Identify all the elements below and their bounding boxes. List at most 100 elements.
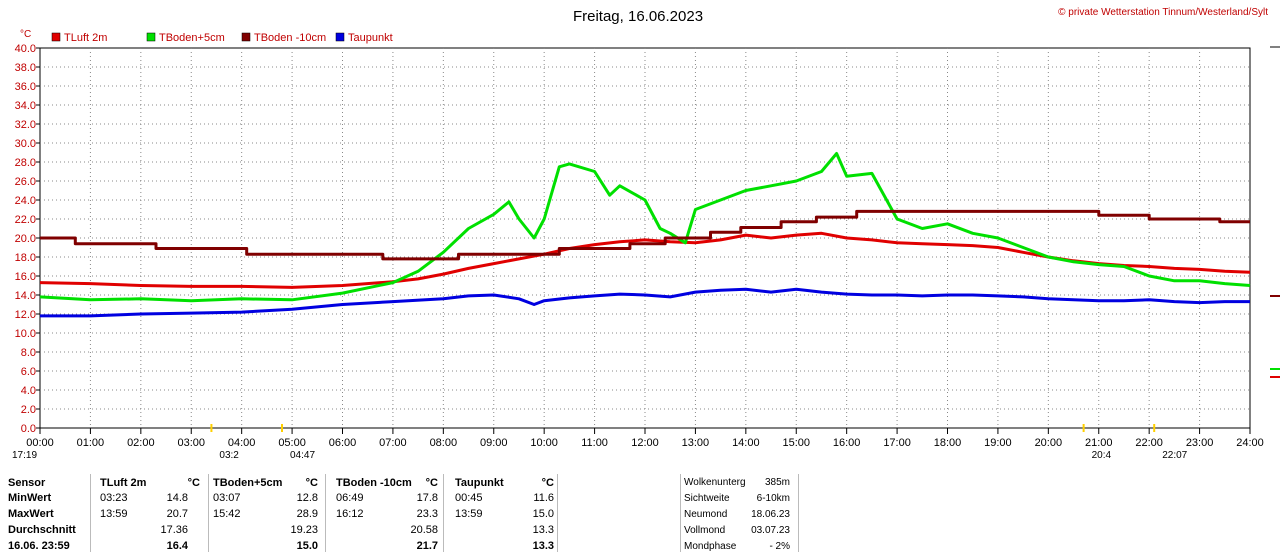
y-tick-label: 30.0 bbox=[15, 138, 36, 150]
y-tick-label: 26.0 bbox=[15, 176, 36, 188]
stats-header-cell: °C bbox=[425, 477, 438, 489]
stats-cell: 16.4 bbox=[166, 540, 188, 552]
stats-cell: 11.6 bbox=[533, 492, 554, 504]
stats-cell: MaxWert bbox=[8, 508, 54, 520]
y-tick-label: 24.0 bbox=[15, 195, 36, 207]
y-tick-label: 4.0 bbox=[21, 385, 36, 397]
y-tick-label: 28.0 bbox=[15, 157, 36, 169]
stats-header-cell: TBoden+5cm bbox=[213, 477, 283, 489]
stats-cell: 20.7 bbox=[166, 508, 188, 520]
y-tick-label: 14.0 bbox=[15, 290, 36, 302]
x-tick-label: 00:00 bbox=[26, 437, 54, 449]
stats-cell: 17.8 bbox=[416, 492, 438, 504]
x-tick-label: 09:00 bbox=[480, 437, 508, 449]
table-divider bbox=[798, 474, 799, 552]
y-tick-label: 0.0 bbox=[21, 423, 36, 435]
table-divider bbox=[443, 474, 444, 552]
stats-header-cell: °C bbox=[305, 477, 318, 489]
x-tick-label: 18:00 bbox=[934, 437, 962, 449]
y-axis: 0.0 2.0 4.0 6.0 8.0 10.0 12.0 14.0 16.0 18.0 20.0 2… bbox=[15, 43, 40, 435]
annotation-marker bbox=[1082, 424, 1085, 432]
y-unit: °C bbox=[20, 29, 31, 40]
weather-label: Mondphase bbox=[684, 541, 737, 552]
stats-cell: 15.0 bbox=[532, 508, 554, 520]
x-tick-label: 11:00 bbox=[581, 437, 608, 449]
stats-table: Sensor TLuft 2m °C TBoden+5cm °C TBoden -10cm… bbox=[0, 474, 800, 552]
x-tick-label: 04:00 bbox=[228, 437, 256, 449]
stats-cell: 15:42 bbox=[213, 508, 241, 520]
x-tick-label: 07:00 bbox=[379, 437, 407, 449]
weather-label: Sichtweite bbox=[684, 493, 730, 504]
y-tick-label: 34.0 bbox=[15, 100, 36, 112]
stats-header-cell: Sensor bbox=[8, 477, 46, 489]
legend-swatch-0 bbox=[51, 32, 61, 42]
legend-label-3: Taupunkt bbox=[348, 32, 393, 44]
y-tick-label: 36.0 bbox=[15, 81, 36, 93]
weather-label: Vollmond bbox=[684, 525, 726, 536]
y-tick-label: 10.0 bbox=[15, 328, 36, 340]
stats-cell: 16:12 bbox=[336, 508, 364, 520]
table-divider bbox=[208, 474, 209, 552]
weather-value: 03.07.23 bbox=[751, 525, 790, 536]
x-tick-label: 19:00 bbox=[984, 437, 1012, 449]
y-tick-label: 18.0 bbox=[15, 252, 36, 264]
right-markers bbox=[1270, 46, 1280, 378]
stats-cell: 13:59 bbox=[100, 508, 128, 520]
stats-header-cell: TLuft 2m bbox=[100, 477, 147, 489]
x-tick-label: 06:00 bbox=[329, 437, 357, 449]
stats-cell: 06:49 bbox=[336, 492, 364, 504]
y-tick-label: 22.0 bbox=[15, 214, 36, 226]
stats-cell: Durchschnitt bbox=[8, 524, 76, 536]
y-tick-label: 8.0 bbox=[21, 347, 36, 359]
stats-cell: MinWert bbox=[8, 492, 52, 504]
x-tick-label: 10:00 bbox=[530, 437, 558, 449]
y-tick-label: 32.0 bbox=[15, 119, 36, 131]
x-tick-label: 12:00 bbox=[631, 437, 659, 449]
legend-label-0: TLuft 2m bbox=[64, 32, 107, 44]
legend-swatch-2 bbox=[241, 32, 251, 42]
y-tick-label: 12.0 bbox=[15, 309, 36, 321]
annotation-label: 22:07 bbox=[1162, 450, 1187, 461]
x-tick-label: 03:00 bbox=[177, 437, 205, 449]
y-tick-label: 6.0 bbox=[21, 366, 36, 378]
legend-label-2: TBoden -10cm bbox=[254, 32, 326, 44]
stats-cell: 03:23 bbox=[100, 492, 128, 504]
x-tick-label: 02:00 bbox=[127, 437, 155, 449]
stats-cell: 14.8 bbox=[166, 492, 188, 504]
table-divider bbox=[557, 474, 558, 552]
weather-value: 6-10km bbox=[756, 493, 790, 504]
weather-info: Wolkenunterg 385m Sichtweite 6-10km Neumond 1… bbox=[680, 474, 800, 552]
y-tick-label: 16.0 bbox=[15, 271, 36, 283]
stats-cell: 03:07 bbox=[213, 492, 241, 504]
annotation-marker bbox=[281, 424, 283, 432]
x-tick-label: 24:00 bbox=[1236, 437, 1264, 449]
stats-cell: 23.3 bbox=[416, 508, 438, 520]
x-axis: 00:00 01:00 02:00 03:00 04:00 05:00 06:00 07:00… bbox=[26, 428, 1264, 449]
y-tick-label: 38.0 bbox=[15, 62, 36, 74]
y-tick-label: 2.0 bbox=[21, 404, 36, 416]
table-divider bbox=[325, 474, 326, 552]
weather-label: Wolkenunterg bbox=[684, 477, 746, 488]
legend-swatch-3 bbox=[335, 32, 345, 42]
chart-title: Freitag, 16.06.2023 bbox=[573, 8, 703, 25]
legend-swatch-1 bbox=[146, 32, 156, 42]
stats-header-cell: °C bbox=[541, 477, 554, 489]
stats-cell: 13:59 bbox=[455, 508, 483, 520]
annotation-label: 20:4 bbox=[1092, 450, 1112, 461]
legend: TLuft 2m TBoden+5cm TBoden -10cm Taupunkt bbox=[51, 32, 393, 44]
table-divider bbox=[90, 474, 91, 552]
stats-cell: 19.23 bbox=[290, 524, 318, 536]
stats-cell: 00:45 bbox=[455, 492, 483, 504]
annotation-label: 17:19 bbox=[12, 450, 37, 461]
x-tick-label: 20:00 bbox=[1035, 437, 1063, 449]
annotation-label: 04:47 bbox=[290, 450, 315, 461]
series-line-1 bbox=[39, 152, 1251, 303]
stats-cell: 12.8 bbox=[296, 492, 318, 504]
legend-label-1: TBoden+5cm bbox=[159, 32, 225, 44]
x-tick-label: 05:00 bbox=[278, 437, 306, 449]
stats-cell: 21.7 bbox=[416, 540, 438, 552]
series-lines bbox=[39, 152, 1251, 318]
stats-cell: 15.0 bbox=[296, 540, 318, 552]
x-tick-label: 21:00 bbox=[1085, 437, 1113, 449]
stats-cell: 13.3 bbox=[532, 524, 554, 536]
